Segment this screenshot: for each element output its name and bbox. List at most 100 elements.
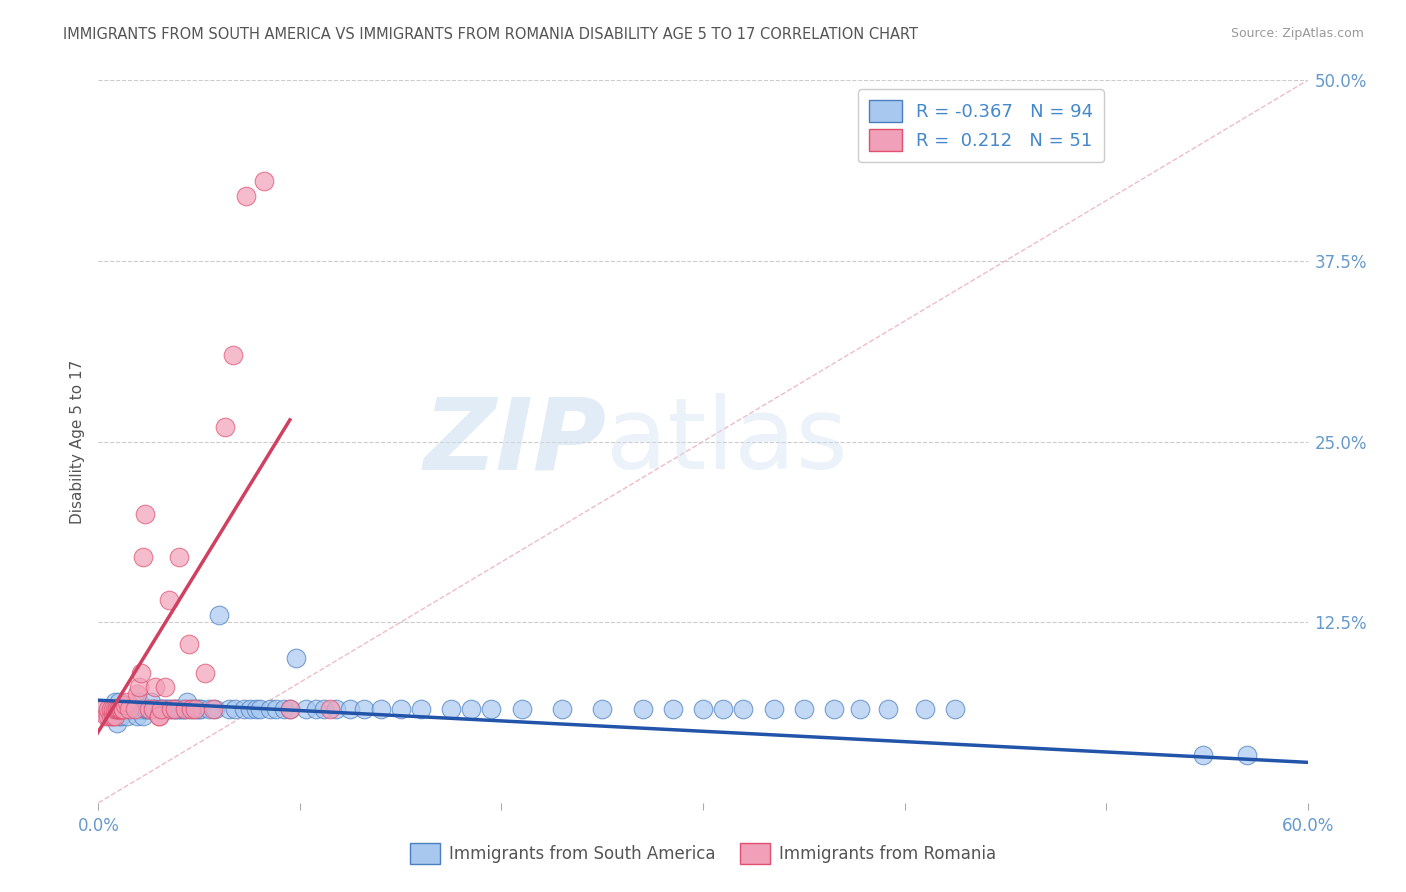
- Point: [877, 702, 900, 716]
- Point: [278, 702, 301, 716]
- Point: [153, 702, 176, 716]
- Point: [264, 702, 287, 716]
- Point: [105, 716, 128, 731]
- Point: [111, 702, 134, 716]
- Point: [353, 702, 375, 716]
- Point: [440, 702, 463, 716]
- Point: [128, 680, 150, 694]
- Point: [232, 702, 254, 716]
- Point: [591, 702, 613, 716]
- Point: [551, 702, 574, 716]
- Point: [180, 702, 202, 716]
- Point: [101, 702, 124, 716]
- Point: [111, 702, 134, 716]
- Point: [305, 702, 328, 716]
- Point: [692, 702, 714, 716]
- Point: [849, 702, 872, 716]
- Point: [135, 702, 157, 716]
- Point: [172, 702, 194, 716]
- Point: [295, 702, 318, 716]
- Point: [174, 702, 197, 716]
- Point: [224, 702, 246, 716]
- Point: [103, 702, 125, 716]
- Point: [163, 702, 186, 716]
- Point: [319, 702, 342, 716]
- Point: [125, 709, 148, 723]
- Point: [107, 702, 129, 716]
- Point: [120, 702, 142, 716]
- Point: [111, 702, 134, 716]
- Point: [163, 702, 186, 716]
- Point: [194, 665, 217, 680]
- Point: [129, 665, 152, 680]
- Point: [148, 702, 170, 716]
- Text: Source: ZipAtlas.com: Source: ZipAtlas.com: [1230, 27, 1364, 40]
- Point: [129, 702, 152, 716]
- Point: [125, 687, 148, 701]
- Point: [339, 702, 361, 716]
- Point: [149, 702, 172, 716]
- Point: [148, 709, 170, 723]
- Point: [107, 695, 129, 709]
- Point: [249, 702, 271, 716]
- Point: [128, 695, 150, 709]
- Legend: Immigrants from South America, Immigrants from Romania: Immigrants from South America, Immigrant…: [404, 837, 1002, 871]
- Point: [100, 702, 122, 716]
- Point: [110, 709, 132, 723]
- Point: [314, 702, 336, 716]
- Point: [132, 709, 155, 723]
- Point: [179, 702, 201, 716]
- Point: [107, 702, 129, 716]
- Point: [222, 348, 245, 362]
- Point: [114, 702, 136, 716]
- Point: [188, 702, 211, 716]
- Point: [218, 702, 240, 716]
- Point: [370, 702, 392, 716]
- Point: [198, 702, 221, 716]
- Point: [184, 702, 207, 716]
- Point: [115, 695, 138, 709]
- Point: [110, 702, 132, 716]
- Point: [107, 702, 129, 716]
- Point: [181, 702, 204, 716]
- Point: [174, 702, 197, 716]
- Point: [132, 702, 155, 716]
- Point: [389, 702, 412, 716]
- Point: [167, 702, 190, 716]
- Point: [97, 709, 120, 723]
- Point: [259, 702, 281, 716]
- Point: [186, 702, 208, 716]
- Point: [793, 702, 815, 716]
- Point: [481, 702, 503, 716]
- Point: [139, 695, 162, 709]
- Point: [235, 189, 257, 203]
- Point: [118, 702, 141, 716]
- Point: [132, 550, 155, 565]
- Point: [239, 702, 262, 716]
- Point: [409, 702, 432, 716]
- Point: [105, 702, 128, 716]
- Point: [107, 709, 129, 723]
- Point: [129, 702, 152, 716]
- Point: [208, 607, 231, 622]
- Text: IMMIGRANTS FROM SOUTH AMERICA VS IMMIGRANTS FROM ROMANIA DISABILITY AGE 5 TO 17 : IMMIGRANTS FROM SOUTH AMERICA VS IMMIGRA…: [63, 27, 918, 42]
- Point: [1191, 748, 1213, 763]
- Point: [273, 702, 295, 716]
- Point: [96, 709, 118, 723]
- Point: [253, 174, 276, 188]
- Point: [204, 702, 226, 716]
- Point: [823, 702, 845, 716]
- Point: [1236, 748, 1258, 763]
- Point: [124, 702, 146, 716]
- Point: [157, 593, 180, 607]
- Point: [138, 702, 160, 716]
- Point: [202, 702, 225, 716]
- Point: [284, 651, 307, 665]
- Point: [162, 702, 184, 716]
- Point: [142, 702, 165, 716]
- Point: [101, 709, 124, 723]
- Point: [160, 702, 183, 716]
- Point: [245, 702, 267, 716]
- Point: [733, 702, 755, 716]
- Point: [142, 702, 165, 716]
